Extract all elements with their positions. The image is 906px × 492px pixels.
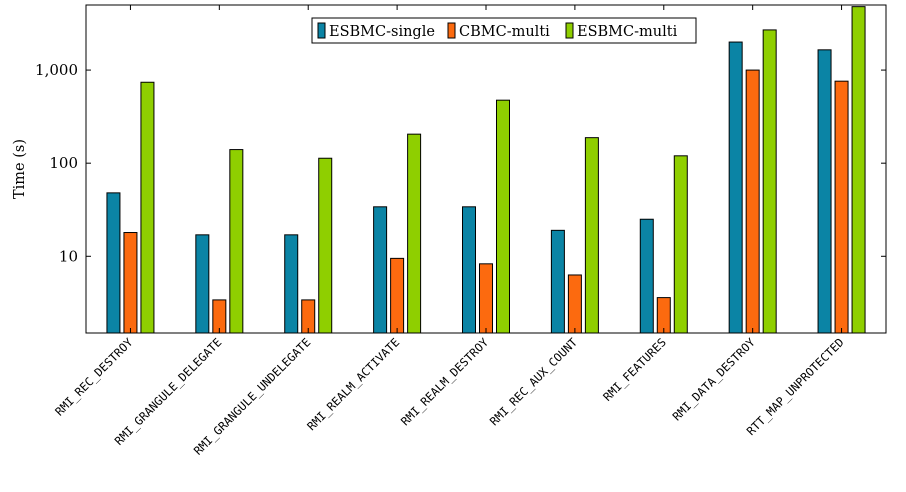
bar-esbmc-multi-rmi-grangule-delegate	[229, 149, 244, 334]
bar-esbmc-single-rmi-rec-destroy	[106, 192, 121, 334]
y-tick-label: 100	[49, 154, 78, 172]
bar-esbmc-multi-rmi-rec-destroy	[140, 81, 155, 334]
legend: ESBMC-single CBMC-multi ESBMC-multi	[311, 17, 697, 44]
bar-esbmc-multi-rmi-features	[673, 155, 688, 334]
bar-cbmc-multi-rmi-data-destroy	[745, 69, 760, 334]
bar-esbmc-single-rmi-rec-aux-count	[550, 229, 565, 334]
bar-cbmc-multi-rmi-rec-destroy	[123, 232, 138, 334]
legend-label-esbmc-single: ESBMC-single	[329, 24, 435, 40]
legend-swatch-esbmc-single	[317, 22, 326, 39]
x-category-label: RMI_REALM_DESTROY	[398, 335, 491, 428]
x-category-label: RTT_MAP_UNPROTECTED	[744, 335, 847, 438]
bar-esbmc-single-rmi-features	[639, 218, 654, 334]
x-category-label: RMI_DATA_DESTROY	[670, 335, 758, 423]
legend-swatch-esbmc-multi	[565, 22, 574, 39]
bar-esbmc-single-rmi-grangule-undelegate	[284, 234, 299, 334]
bar-cbmc-multi-rmi-rec-aux-count	[567, 274, 582, 334]
bar-esbmc-multi-rtt-map-unprotected	[851, 6, 866, 334]
y-tick-label: 10	[59, 247, 78, 265]
legend-box	[311, 17, 697, 44]
bar-esbmc-multi-rmi-realm-destroy	[496, 99, 510, 334]
bar-esbmc-multi-rmi-realm-activate	[407, 133, 422, 334]
x-category-label: RMI_REC_AUX_COUNT	[487, 335, 580, 428]
bar-esbmc-single-rmi-grangule-delegate	[195, 234, 210, 334]
bar-esbmc-single-rmi-realm-activate	[373, 206, 388, 334]
bar-esbmc-single-rmi-data-destroy	[728, 41, 743, 334]
y-tick-label: 1,000	[35, 61, 78, 79]
bar-cbmc-multi-rmi-realm-activate	[390, 257, 405, 334]
x-category-label: RMI_FEATURES	[600, 335, 669, 404]
legend-label-esbmc-multi: ESBMC-multi	[577, 24, 678, 40]
bar-cbmc-multi-rmi-features	[656, 297, 671, 334]
bar-esbmc-single-rmi-realm-destroy	[462, 206, 476, 334]
bar-esbmc-multi-rmi-grangule-undelegate	[318, 157, 333, 334]
legend-swatch-cbmc-multi	[447, 22, 456, 39]
bar-cbmc-multi-rmi-realm-destroy	[479, 263, 493, 334]
bar-esbmc-single-rtt-map-unprotected	[817, 49, 832, 334]
legend-label-cbmc-multi: CBMC-multi	[459, 24, 550, 40]
bar-esbmc-multi-rmi-rec-aux-count	[584, 137, 599, 334]
bar-esbmc-multi-rmi-data-destroy	[762, 29, 777, 334]
x-category-label: RMI_REC_DESTROY	[52, 335, 135, 418]
y-axis-label: Time (s)	[12, 139, 28, 199]
bar-cbmc-multi-rtt-map-unprotected	[834, 80, 849, 334]
x-category-label: RMI_REALM_ACTIVATE	[304, 335, 402, 433]
